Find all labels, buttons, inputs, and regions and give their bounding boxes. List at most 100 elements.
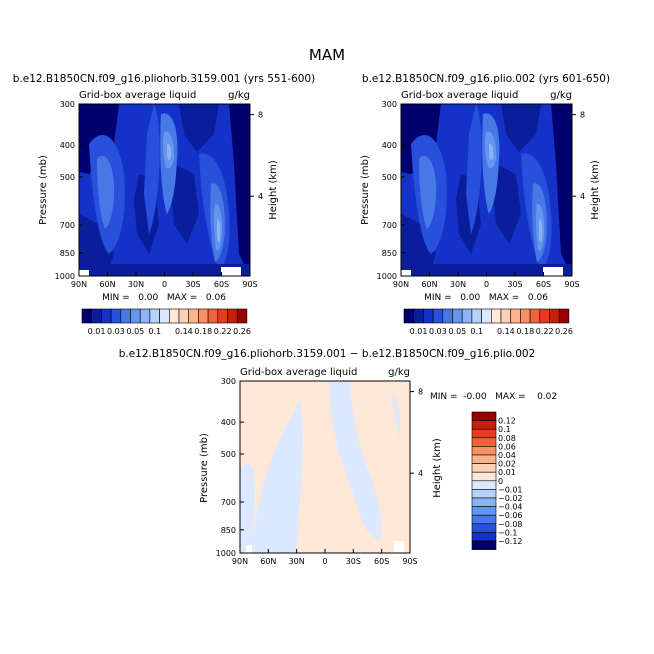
right-tick-label: 8	[418, 388, 423, 397]
colorbar-swatch	[471, 489, 497, 499]
colorbar-swatch	[217, 308, 228, 324]
colorbar-swatch	[520, 308, 531, 324]
colorbar-swatch	[101, 308, 112, 324]
x-tick-label: 90S	[402, 557, 417, 566]
colorbar-swatch	[471, 454, 497, 464]
colorbar-swatch	[159, 308, 170, 324]
colorbar-label: 0.05	[126, 327, 144, 336]
colorbar-label: 0.03	[107, 327, 125, 336]
y-tick-label: 500	[382, 173, 397, 182]
panel-3-ylabel: Pressure (mb)	[199, 433, 210, 503]
colorbar-swatch	[423, 308, 434, 324]
x-tick-label: 30N	[450, 280, 466, 289]
colorbar-swatch	[139, 308, 151, 324]
colorbar-label: 0.14	[497, 327, 515, 336]
colorbar-swatch	[452, 308, 463, 324]
colorbar-swatch	[558, 308, 570, 324]
panel-3-y-ticks: 300 400 500 700 850 1000	[216, 377, 244, 558]
panel-3-contour-field	[240, 381, 410, 553]
x-tick-label: 0	[484, 280, 489, 289]
colorbar-swatch	[81, 308, 92, 324]
colorbar-label: 0.12	[498, 417, 516, 426]
x-tick-label: 0	[162, 280, 167, 289]
panel-2-title: b.e12.B1850CN.f09_g16.plio.002 (yrs 601-…	[362, 73, 610, 85]
colorbar-swatch	[461, 308, 473, 324]
colorbar-swatch	[149, 308, 160, 324]
panel-2-stats: MIN = 0.00 MAX = 0.06	[424, 293, 548, 303]
colorbar-label: −0.04	[498, 503, 523, 512]
colorbar-swatch	[471, 523, 497, 533]
y-tick-label: 300	[382, 100, 397, 109]
x-tick-label: 90S	[242, 280, 257, 289]
panel-1: b.e12.B1850CN.f09_g16.pliohorb.3159.001 …	[13, 73, 315, 336]
colorbar-swatch	[169, 308, 180, 324]
colorbar-label: 0.22	[214, 327, 232, 336]
panel-3-title: b.e12.B1850CN.f09_g16.pliohorb.3159.001 …	[119, 348, 536, 360]
y-tick-label: 400	[221, 418, 236, 427]
panel-1-x-ticks: 90N 60N 30N 0 30S 60S 90S	[71, 272, 258, 289]
panel-2-ylabel-right: Height (km)	[590, 160, 601, 220]
y-tick-label: 300	[60, 100, 75, 109]
panel-2-x-ticks: 90N 60N 30N 0 30S 60S 90S	[393, 272, 580, 289]
colorbar-label: 0.26	[555, 327, 573, 336]
x-tick-label: 90N	[232, 557, 248, 566]
panel-1-subtitle-right: g/kg	[228, 90, 250, 101]
panel-3-ylabel-right: Height (km)	[432, 438, 443, 498]
right-tick-label: 8	[258, 111, 263, 120]
colorbar-label: 0.01	[498, 468, 516, 477]
right-tick-label: 4	[258, 192, 263, 201]
colorbar-swatch	[471, 428, 497, 439]
panel-1-title: b.e12.B1850CN.f09_g16.pliohorb.3159.001 …	[13, 73, 315, 85]
colorbar-swatch	[471, 514, 497, 525]
colorbar-label: 0.01	[410, 327, 428, 336]
colorbar-swatch	[432, 308, 444, 324]
colorbar-label: −0.08	[498, 520, 523, 529]
x-tick-label: 90N	[71, 280, 87, 289]
panel-3-stats: MIN = -0.00 MAX = 0.02	[430, 392, 557, 402]
y-tick-label: 1000	[216, 549, 236, 558]
colorbar-label: 0.08	[498, 434, 516, 443]
y-tick-label: 1000	[55, 272, 75, 281]
y-tick-label: 400	[60, 141, 75, 150]
colorbar-swatch	[471, 420, 497, 430]
colorbar-swatch	[130, 308, 141, 324]
colorbar-swatch	[91, 308, 102, 324]
colorbar-swatch	[471, 540, 497, 550]
colorbar-swatch	[471, 437, 497, 447]
x-tick-label: 90S	[564, 280, 579, 289]
colorbar-swatch	[471, 497, 497, 507]
panel-1-contour-field	[79, 104, 250, 276]
y-tick-label: 700	[221, 498, 236, 507]
panel-1-subtitle-left: Grid-box average liquid	[79, 90, 196, 101]
x-tick-label: 90N	[393, 280, 409, 289]
panel-2-right-ticks: 84	[572, 111, 585, 201]
y-tick-label: 500	[60, 173, 75, 182]
colorbar-label: 0.1	[498, 425, 511, 434]
colorbar-swatch	[188, 308, 199, 324]
x-tick-label: 0	[322, 557, 327, 566]
colorbar-swatch	[490, 308, 502, 324]
x-tick-label: 30S	[507, 280, 522, 289]
colorbar-label: 0.03	[429, 327, 447, 336]
panel-2: b.e12.B1850CN.f09_g16.plio.002 (yrs 601-…	[360, 73, 610, 336]
colorbar-swatch	[227, 308, 238, 324]
colorbar-swatch	[471, 471, 497, 482]
right-tick-label: 4	[580, 192, 585, 201]
x-tick-label: 60N	[421, 280, 437, 289]
y-tick-label: 700	[382, 221, 397, 230]
panel-3-colorbar: 0.120.10.080.060.040.020.010−0.01−0.02−0…	[471, 411, 523, 550]
panel-2-contour-field	[401, 104, 572, 276]
panel-3-subtitle-right: g/kg	[388, 367, 410, 378]
colorbar-swatch	[510, 308, 521, 324]
x-tick-label: 60S	[536, 280, 551, 289]
colorbar-label: −0.01	[498, 485, 523, 494]
colorbar-swatch	[471, 446, 497, 456]
colorbar-swatch	[198, 308, 209, 324]
colorbar-label: −0.12	[498, 537, 523, 546]
colorbar-swatch	[403, 308, 414, 324]
colorbar-swatch	[471, 480, 497, 490]
colorbar-label: 0	[498, 477, 503, 486]
panel-2-ylabel: Pressure (mb)	[360, 155, 371, 225]
x-tick-label: 30S	[185, 280, 200, 289]
